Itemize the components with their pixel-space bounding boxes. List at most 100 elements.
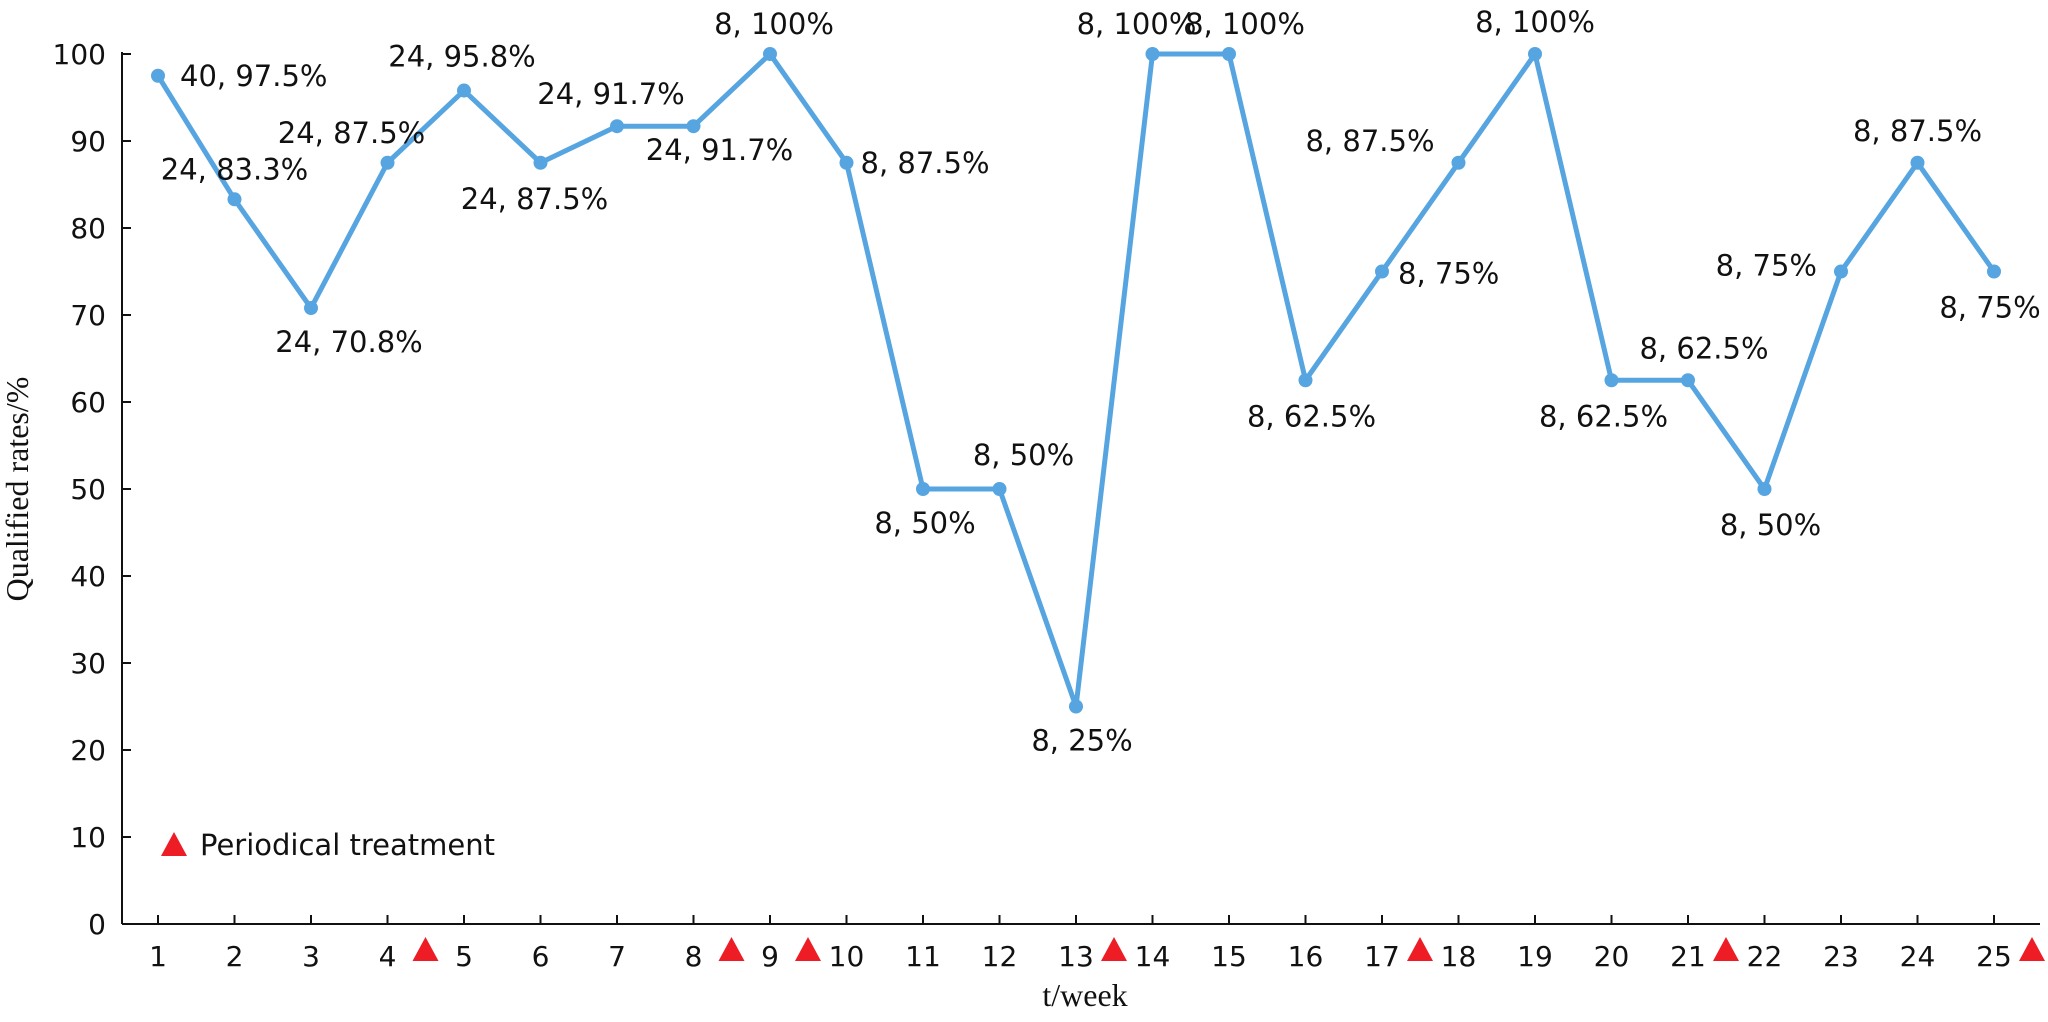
- x-tick-label: 7: [608, 940, 626, 973]
- x-tick-label: 11: [905, 940, 941, 973]
- legend: Periodical treatment: [161, 828, 495, 862]
- data-point: [1298, 373, 1313, 388]
- data-point: [1757, 482, 1772, 496]
- x-tick-label: 14: [1135, 940, 1171, 973]
- x-tick-label: 6: [532, 940, 550, 973]
- data-label: 8, 100%: [1077, 7, 1197, 41]
- x-tick-label: 25: [1976, 940, 2012, 973]
- data-point: [763, 47, 777, 61]
- data-point: [533, 155, 548, 170]
- data-label: 8, 75%: [1398, 257, 1499, 291]
- x-tick-label: 19: [1517, 940, 1553, 973]
- treatment-marker: [718, 937, 745, 962]
- x-tick-label: 20: [1594, 940, 1630, 973]
- x-tick-label: 24: [1900, 940, 1936, 973]
- data-label: 8, 100%: [1475, 5, 1595, 39]
- y-tick-label: 30: [70, 647, 106, 680]
- x-tick-label: 4: [379, 940, 397, 973]
- treatment-markers: [412, 937, 2045, 962]
- x-tick-label: 22: [1747, 940, 1783, 973]
- data-point: [1910, 155, 1925, 170]
- data-point: [992, 482, 1007, 496]
- x-tick-label: 13: [1058, 940, 1094, 973]
- y-tick-label: 80: [70, 212, 106, 245]
- treatment-marker: [795, 937, 821, 962]
- x-tick-label: 9: [761, 940, 779, 973]
- series-line: [155, 51, 1997, 709]
- treatment-marker: [412, 937, 439, 962]
- x-tick-label: 23: [1823, 940, 1859, 973]
- y-tick-label: 90: [70, 125, 106, 158]
- y-tick-label: 0: [88, 908, 106, 941]
- data-label: 24, 91.7%: [537, 77, 684, 111]
- data-label: 8, 75%: [1716, 249, 1817, 283]
- data-label: 24, 87.5%: [461, 182, 608, 216]
- data-point: [1987, 264, 2001, 279]
- data-point: [1834, 264, 1848, 279]
- data-label: 8, 50%: [1720, 508, 1821, 542]
- data-point: [151, 68, 165, 83]
- x-tick-label: 5: [455, 940, 473, 973]
- legend-label: Periodical treatment: [200, 828, 495, 862]
- data-label: 8, 62.5%: [1639, 331, 1768, 365]
- treatment-marker: [1407, 937, 1433, 962]
- data-label: 24, 83.3%: [161, 152, 308, 186]
- data-point: [1451, 155, 1466, 170]
- data-point: [610, 119, 624, 134]
- data-label: 8, 50%: [973, 438, 1074, 472]
- data-label: 8, 87.5%: [861, 146, 990, 180]
- y-tick-label: 100: [53, 38, 106, 71]
- data-label: 8, 87.5%: [1305, 124, 1434, 158]
- x-tick-label: 2: [226, 940, 244, 973]
- data-point: [227, 192, 242, 207]
- data-point: [686, 119, 701, 134]
- series: [151, 47, 2001, 714]
- data-label: 8, 75%: [1939, 291, 2040, 325]
- data-label: 40, 97.5%: [180, 59, 327, 93]
- data-label: 8, 62.5%: [1247, 399, 1376, 433]
- data-point: [304, 301, 318, 316]
- y-tick-label: 20: [70, 734, 106, 767]
- data-label: 24, 95.8%: [388, 40, 535, 74]
- data-label: 24, 91.7%: [646, 133, 793, 167]
- data-label: 8, 50%: [874, 506, 975, 540]
- data-point: [839, 155, 854, 170]
- x-tick-label: 12: [982, 940, 1018, 973]
- y-tick-label: 50: [70, 473, 106, 506]
- data-point: [380, 155, 395, 170]
- x-tick-label: 8: [685, 940, 703, 973]
- y-axis-title: Qualified rates/%: [0, 377, 35, 602]
- data-point: [1604, 373, 1619, 388]
- x-tick-label: 17: [1364, 940, 1400, 973]
- x-tick-label: 10: [829, 940, 865, 973]
- x-tick-label: 18: [1441, 940, 1477, 973]
- x-tick-label: 1: [149, 940, 167, 973]
- data-point: [457, 83, 471, 98]
- data-point: [1375, 264, 1389, 279]
- data-label: 24, 87.5%: [278, 116, 425, 150]
- treatment-marker: [1713, 937, 1739, 962]
- data-labels: 40, 97.5% 24, 83.3% 24, 70.8% 24, 87.5% 24, …: [161, 5, 2041, 758]
- data-label: 8, 100%: [714, 7, 834, 41]
- treatment-marker: [2019, 937, 2045, 962]
- x-tick-label: 16: [1288, 940, 1324, 973]
- y-tick-label: 40: [70, 560, 106, 593]
- data-point: [1069, 699, 1083, 714]
- data-label: 8, 87.5%: [1853, 114, 1982, 148]
- x-tick-label: 3: [302, 940, 320, 973]
- x-tick-label: 21: [1670, 940, 1706, 973]
- data-label: 24, 70.8%: [275, 325, 422, 359]
- y-tick-label: 60: [70, 386, 106, 419]
- data-point: [1145, 47, 1160, 61]
- x-tick-label: 15: [1211, 940, 1247, 973]
- y-tick-label: 70: [70, 299, 106, 332]
- y-tick-label: 10: [70, 821, 106, 854]
- data-point: [916, 482, 930, 496]
- legend-marker: [161, 832, 187, 857]
- treatment-marker: [1101, 937, 1127, 962]
- data-label: 8, 100%: [1185, 7, 1305, 41]
- x-axis-title: t/week: [1042, 977, 1127, 1013]
- data-label: 8, 62.5%: [1539, 399, 1668, 433]
